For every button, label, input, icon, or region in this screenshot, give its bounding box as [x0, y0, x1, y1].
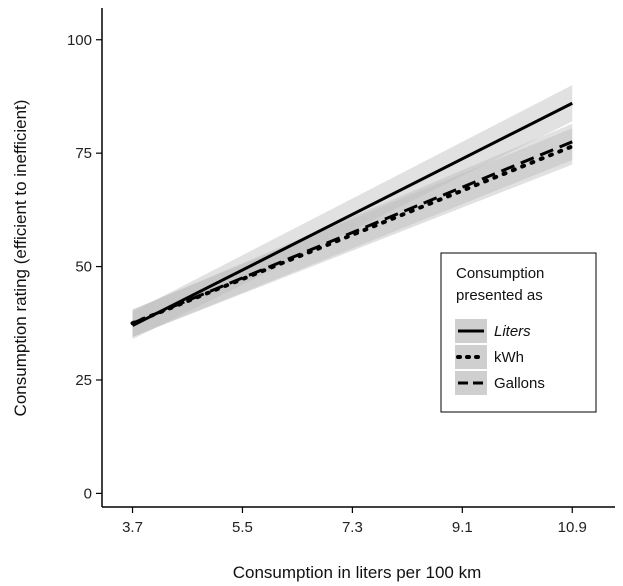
legend-label-gallons: Gallons [494, 375, 545, 392]
x-tick-label: 3.7 [122, 519, 143, 536]
axes [101, 8, 615, 508]
y-tick-label: 25 [75, 372, 92, 389]
x-ticks: 3.7 5.5 7.3 9.1 10.9 [122, 507, 587, 536]
series-lines [130, 101, 575, 327]
series-line-gallons [131, 140, 573, 325]
x-tick-label: 9.1 [452, 519, 473, 536]
y-axis-title: Consumption rating (efficient to ineffic… [11, 100, 30, 417]
legend-label-liters: Liters [494, 323, 531, 340]
legend: Consumption presented as Liters kWh Gallon… [440, 252, 597, 413]
ci-ribbon-liters [132, 85, 573, 340]
x-tick-label: 10.9 [558, 519, 587, 536]
legend-label-kwh: kWh [494, 349, 524, 366]
x-axis-title: Consumption in liters per 100 km [233, 563, 482, 582]
legend-items: Liters kWh Gallons [455, 319, 545, 395]
ci-ribbon-gallons [132, 123, 573, 337]
y-tick-label: 75 [75, 145, 92, 162]
y-tick-label: 100 [67, 32, 92, 49]
legend-title-line2: presented as [456, 287, 543, 304]
series-line-liters [131, 101, 573, 327]
y-tick-label: 50 [75, 259, 92, 276]
x-tick-label: 7.3 [342, 519, 363, 536]
x-tick-label: 5.5 [232, 519, 253, 536]
y-ticks: 0 25 50 75 100 [67, 32, 102, 502]
y-tick-label: 0 [84, 485, 92, 502]
series-line-kwh [130, 144, 575, 326]
legend-title-line1: Consumption [456, 265, 544, 282]
